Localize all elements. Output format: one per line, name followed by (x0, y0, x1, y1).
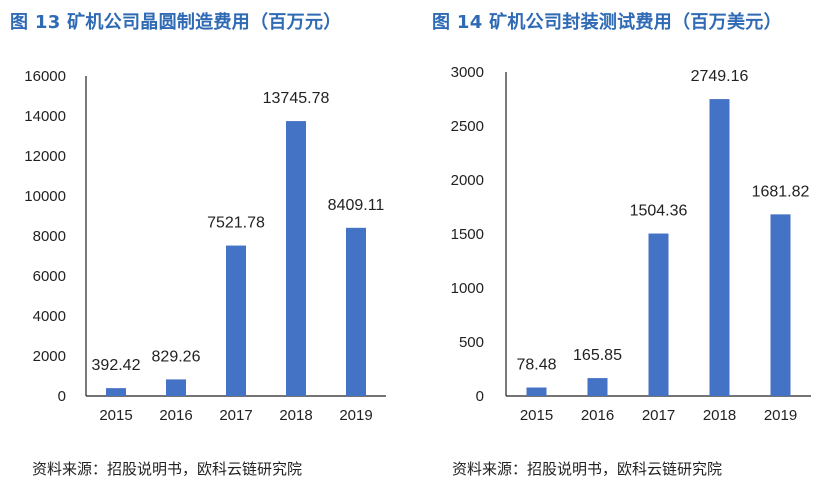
y-tick-label: 2000 (33, 348, 66, 365)
data-label-2016: 165.85 (573, 347, 622, 364)
data-label-2017: 1504.36 (630, 203, 688, 220)
x-tick-label: 2019 (764, 407, 797, 424)
y-tick-label: 1000 (451, 280, 484, 297)
y-tick-label: 2500 (451, 118, 484, 135)
data-label-2018: 2749.16 (691, 68, 749, 85)
bar-2016 (166, 379, 186, 396)
source-note: 资料来源：招股说明书，欧科云链研究院 (452, 460, 723, 478)
bar-2017 (226, 245, 246, 396)
bar-2015 (106, 388, 126, 396)
bar-2015 (526, 387, 547, 396)
data-label-2018: 13745.78 (263, 90, 330, 107)
y-tick-label: 8000 (33, 228, 66, 245)
y-tick-label: 0 (476, 388, 484, 405)
x-tick-label: 2016 (159, 407, 192, 424)
y-tick-label: 4000 (33, 308, 66, 325)
data-label-2015: 392.42 (92, 357, 141, 374)
chart-panel-left: 图 13 矿机公司晶圆制造费用（百万元） 0 2000 4000 6000 8000 10… (10, 12, 386, 478)
y-tick-label: 12000 (24, 148, 66, 165)
x-tick-label: 2015 (99, 407, 132, 424)
y-tick-label: 2000 (451, 172, 484, 189)
data-label-2016: 829.26 (152, 348, 201, 365)
data-label-2015: 78.48 (516, 357, 556, 374)
y-tick-label: 0 (58, 388, 66, 405)
x-tick-label: 2018 (279, 407, 312, 424)
x-tick-label: 2018 (703, 407, 736, 424)
bar-2016 (587, 378, 608, 396)
x-tick-label: 2015 (520, 407, 553, 424)
data-label-2019: 8409.11 (328, 197, 385, 214)
y-tick-label: 16000 (24, 68, 66, 85)
bar-2019 (770, 214, 791, 396)
chart-title: 图 13 矿机公司晶圆制造费用（百万元） (10, 12, 342, 33)
bar-2018 (286, 121, 306, 396)
bar-2019 (346, 227, 366, 396)
bar-2018 (709, 99, 730, 396)
x-tick-label: 2019 (339, 407, 372, 424)
y-tick-label: 6000 (33, 268, 66, 285)
source-note: 资料来源：招股说明书，欧科云链研究院 (32, 460, 303, 478)
bar-2017 (648, 233, 669, 396)
chart-title: 图 14 矿机公司封装测试费用（百万美元） (432, 12, 782, 33)
y-tick-label: 1500 (451, 226, 484, 243)
y-tick-label: 14000 (24, 108, 66, 125)
bar-chart-wafer-cost: 0 2000 4000 6000 8000 10000 12000 14000 16000 392… (24, 68, 386, 424)
data-label-2017: 7521.78 (207, 215, 265, 232)
x-tick-label: 2016 (581, 407, 614, 424)
data-label-2019: 1681.82 (752, 183, 810, 200)
y-tick-label: 10000 (24, 188, 66, 205)
y-tick-label: 3000 (451, 64, 484, 81)
y-tick-label: 500 (459, 334, 484, 351)
chart-panel-right: 图 14 矿机公司封装测试费用（百万美元） 0 500 1000 1500 2000 25… (420, 0, 840, 498)
bar-chart-packaging-test-cost: 0 500 1000 1500 2000 2500 3000 78.48 2015 165.85 2… (451, 64, 811, 424)
x-tick-label: 2017 (642, 407, 675, 424)
x-tick-label: 2017 (219, 407, 252, 424)
